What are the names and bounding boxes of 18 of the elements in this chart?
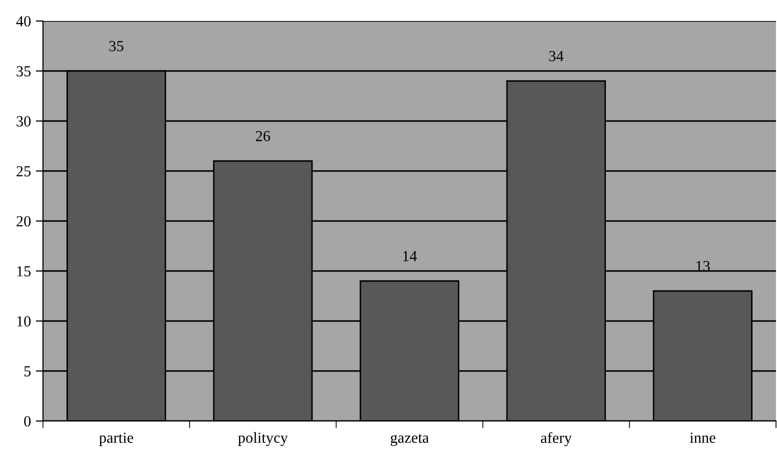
x-tick-label: inne — [690, 432, 716, 443]
data-label: 34 — [549, 50, 564, 62]
y-tick-label: 10 — [17, 316, 31, 326]
x-tick-label: afery — [540, 432, 572, 446]
y-tick-label: 15 — [17, 266, 31, 276]
y-tick-label: 40 — [16, 16, 31, 26]
data-label: 35 — [109, 40, 124, 52]
x-tick-label: politycy — [238, 432, 288, 446]
y-tick-label: 30 — [16, 116, 31, 126]
y-tick-label: 35 — [16, 66, 31, 76]
x-tick-label: gazeta — [390, 434, 429, 446]
data-label: 14 — [403, 250, 417, 262]
y-tick-label: 0 — [24, 416, 31, 426]
x-tick-label: partie — [99, 432, 134, 446]
data-label: 26 — [256, 130, 270, 142]
y-tick-label: 25 — [16, 166, 31, 176]
y-tick-label: 5 — [24, 366, 31, 376]
y-tick-label: 20 — [16, 216, 31, 226]
